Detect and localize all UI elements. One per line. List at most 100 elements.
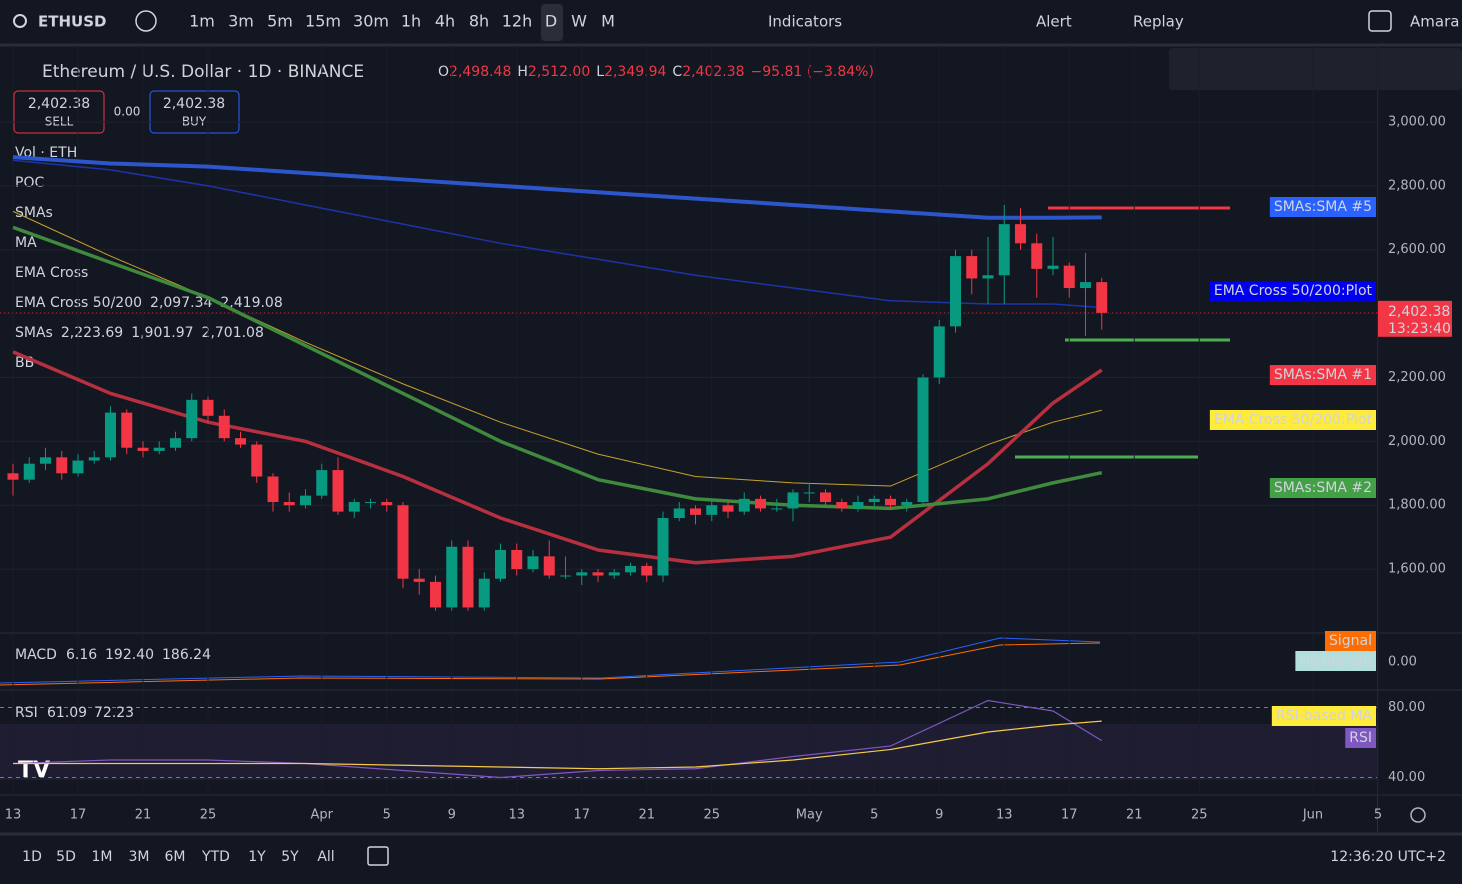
candle-body bbox=[381, 502, 393, 506]
interval[interactable]: 4h bbox=[435, 12, 455, 31]
candle-body bbox=[121, 412, 133, 448]
candle-body bbox=[901, 502, 913, 506]
price-tick-label: 3,000.00 bbox=[1388, 114, 1446, 129]
indicators-button[interactable]: Indicators bbox=[768, 13, 842, 31]
indicator-name[interactable]: POC bbox=[15, 175, 44, 191]
line-label: EMA Cross 50/200:Plot bbox=[1214, 283, 1373, 299]
range-button[interactable]: All bbox=[317, 849, 334, 865]
date-tick-label: 5 bbox=[383, 808, 391, 823]
candle-body bbox=[430, 581, 441, 608]
candle-body bbox=[868, 498, 880, 503]
indicator-name[interactable]: SMAs bbox=[15, 205, 53, 221]
indicator-value: 2,097.34 bbox=[150, 295, 212, 311]
indicator-name[interactable]: MA bbox=[15, 235, 37, 251]
date-tick-label: 5 bbox=[1374, 808, 1382, 823]
search-icon[interactable] bbox=[13, 14, 27, 28]
settings-icon[interactable] bbox=[1410, 807, 1426, 823]
candle-body bbox=[560, 575, 571, 577]
indicator-value: 2,419.08 bbox=[220, 295, 282, 311]
alert-button[interactable]: Alert bbox=[1036, 13, 1072, 31]
indicator-name[interactable]: SMAs bbox=[15, 325, 53, 341]
spread: 0.00 bbox=[114, 105, 141, 119]
candle-body bbox=[576, 572, 588, 576]
candle-body bbox=[803, 492, 815, 494]
range-button[interactable]: 5Y bbox=[281, 849, 299, 865]
date-range-icon[interactable] bbox=[367, 846, 389, 866]
candle-body bbox=[706, 505, 718, 515]
add-symbol[interactable] bbox=[135, 10, 157, 32]
range-button[interactable]: 1M bbox=[92, 849, 113, 865]
indicator-value: 2,223.69 bbox=[61, 325, 123, 341]
candle-body bbox=[625, 565, 636, 573]
rsi-label: RSI bbox=[15, 705, 38, 721]
range-button[interactable]: 1Y bbox=[248, 849, 266, 865]
candle-body bbox=[1047, 265, 1059, 269]
line-label: SMAs:SMA #2 bbox=[1274, 480, 1372, 496]
line-label: SMAs:SMA #1 bbox=[1274, 367, 1372, 383]
ma-line bbox=[12, 159, 1102, 309]
candle-body bbox=[300, 495, 311, 506]
interval[interactable]: D bbox=[545, 12, 557, 31]
candle-body bbox=[933, 326, 945, 378]
clock: 12:36:20 UTC+2 bbox=[1330, 849, 1446, 865]
interval[interactable]: 15m bbox=[305, 12, 341, 31]
date-tick-label: May bbox=[796, 808, 823, 823]
date-tick-label: Apr bbox=[311, 808, 334, 823]
interval[interactable]: 3m bbox=[228, 12, 254, 31]
ohlc-key: C bbox=[672, 64, 682, 80]
candle-body bbox=[917, 377, 929, 503]
buy-button[interactable] bbox=[149, 90, 240, 134]
range-button[interactable]: 3M bbox=[129, 849, 150, 865]
candle-body bbox=[641, 565, 653, 576]
price-tick-label: 1,800.00 bbox=[1388, 498, 1446, 513]
range-button[interactable]: 5D bbox=[56, 849, 76, 865]
ohlc-key: O bbox=[438, 64, 449, 80]
line-label: SMAs:SMA #5 bbox=[1274, 199, 1372, 215]
interval[interactable]: 1m bbox=[189, 12, 215, 31]
interval[interactable]: 30m bbox=[353, 12, 389, 31]
interval[interactable]: 8h bbox=[469, 12, 489, 31]
date-tick-label: Jun bbox=[1302, 808, 1323, 823]
line-label-bg bbox=[1209, 281, 1376, 301]
candle-body bbox=[1031, 243, 1043, 269]
indicator-name[interactable]: EMA Cross bbox=[15, 265, 88, 281]
rsi-ma bbox=[13, 720, 1102, 770]
date-tick-label: 21 bbox=[1126, 808, 1143, 823]
rsi-tick: 40.00 bbox=[1388, 770, 1425, 785]
candle-body bbox=[950, 256, 961, 327]
date-tick-label: 25 bbox=[1191, 808, 1208, 823]
candle-body bbox=[72, 460, 84, 474]
layout-icon[interactable] bbox=[1368, 10, 1392, 32]
candle-body bbox=[771, 508, 783, 510]
candle-body bbox=[1096, 282, 1108, 313]
interval[interactable]: 1h bbox=[401, 12, 421, 31]
interval[interactable]: M bbox=[601, 12, 615, 31]
sell-button[interactable] bbox=[13, 90, 105, 134]
replay-button[interactable]: Replay bbox=[1133, 13, 1184, 31]
user-name[interactable]: Amara bbox=[1410, 13, 1459, 31]
interval[interactable]: 12h bbox=[502, 12, 533, 31]
range-button[interactable]: 6M bbox=[165, 849, 186, 865]
macd-tag: Histogram bbox=[1299, 653, 1372, 669]
candle-body bbox=[267, 476, 279, 503]
date-tick-label: 17 bbox=[70, 808, 87, 823]
candle-body bbox=[982, 275, 994, 279]
candle-body bbox=[332, 470, 344, 512]
symbol[interactable]: ETHUSD bbox=[38, 13, 106, 31]
indicator-name[interactable]: EMA Cross 50/200 bbox=[15, 295, 142, 311]
ma-line bbox=[12, 225, 1103, 511]
range-button[interactable]: YTD bbox=[201, 849, 230, 865]
price-tick-label: 1,600.00 bbox=[1388, 562, 1446, 577]
rsi-line bbox=[12, 699, 1103, 779]
candle-body bbox=[657, 518, 669, 576]
interval[interactable]: 5m bbox=[267, 12, 293, 31]
ma-line bbox=[12, 155, 1102, 220]
date-tick-label: 5 bbox=[870, 808, 878, 823]
candle-body bbox=[397, 505, 409, 579]
range-button[interactable]: 1D bbox=[22, 849, 42, 865]
active-interval bbox=[541, 4, 563, 41]
candle-body bbox=[495, 549, 506, 579]
macd-value: 192.40 bbox=[105, 647, 154, 663]
interval[interactable]: W bbox=[571, 12, 587, 31]
macd-label: MACD bbox=[15, 647, 57, 663]
